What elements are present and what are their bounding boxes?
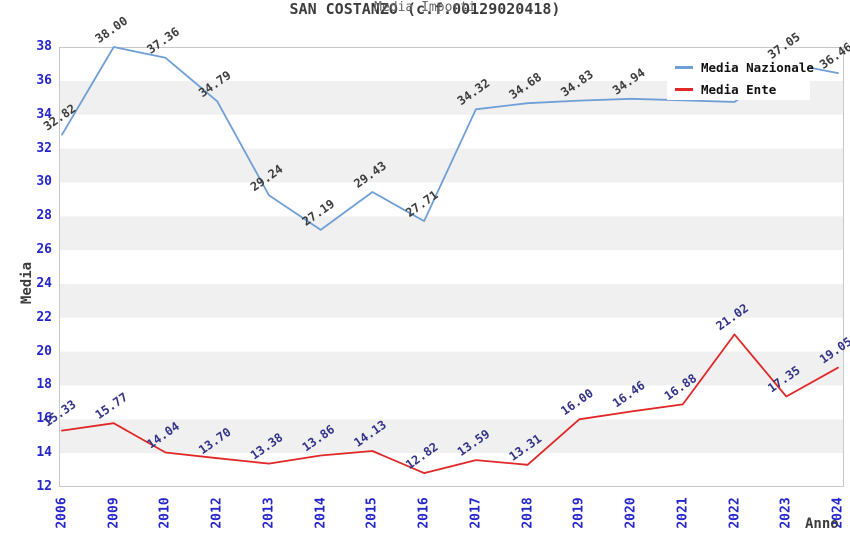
- plot-band: [59, 182, 844, 217]
- x-tick-label-2020: 2020: [623, 497, 639, 529]
- chart-title: SAN COSTANZO (c.f.00129020418): [289, 0, 561, 18]
- x-tick-label-2016: 2016: [416, 497, 432, 529]
- data-label-media-nazionale: 38.00: [93, 14, 131, 46]
- plot-band: [59, 351, 844, 386]
- y-tick-label: 14: [36, 445, 52, 461]
- series-line-media-nazionale: [61, 46, 839, 231]
- x-axis-title: Anno: [805, 516, 839, 532]
- y-tick-label: 36: [36, 72, 52, 88]
- x-tick-label-2021: 2021: [675, 497, 691, 529]
- x-tick-label-2017: 2017: [468, 497, 484, 529]
- plot-band: [59, 216, 844, 251]
- legend-item-media-nazionale: Media Nazionale: [675, 60, 814, 75]
- plot-band: [59, 453, 844, 487]
- plot-band: [59, 419, 844, 454]
- x-tick-label-2006: 2006: [54, 497, 70, 529]
- series-line-media-ente: [61, 333, 839, 475]
- y-tick-label: 18: [36, 377, 52, 393]
- legend-item-media-ente: Media Ente: [675, 82, 810, 97]
- chart-subtitle: Media Importi: [374, 0, 476, 15]
- legend-swatch-icon: [675, 65, 693, 69]
- y-tick-label: 30: [36, 174, 52, 190]
- x-tick-label-2015: 2015: [364, 497, 380, 529]
- x-tick-label-2023: 2023: [778, 497, 794, 529]
- x-tick-label-2013: 2013: [261, 497, 277, 529]
- y-tick-label: 16: [36, 411, 52, 427]
- y-tick-label: 26: [36, 242, 52, 258]
- y-tick-label: 20: [36, 343, 52, 359]
- x-tick-label-2022: 2022: [727, 497, 743, 529]
- y-tick-label: 38: [36, 39, 52, 54]
- plot-band: [59, 385, 844, 420]
- legend: Media Nazionale Media Ente: [667, 56, 814, 100]
- plot-band: [59, 114, 844, 149]
- plot-border: [59, 47, 844, 487]
- plot-band: [59, 148, 844, 183]
- legend-label: Media Nazionale: [701, 59, 814, 75]
- y-tick-label: 12: [36, 479, 52, 494]
- plot-band: [59, 317, 844, 352]
- plot-band: [59, 283, 844, 318]
- x-tick-label-2018: 2018: [520, 497, 536, 529]
- legend-label: Media Ente: [701, 81, 777, 97]
- y-tick-label: 28: [36, 208, 52, 224]
- legend-swatch-icon: [675, 87, 693, 91]
- y-tick-label: 22: [36, 309, 52, 325]
- y-tick-label: 32: [36, 140, 52, 156]
- x-tick-label-2010: 2010: [157, 497, 173, 529]
- plot-area: [59, 46, 844, 487]
- x-tick-label-2014: 2014: [313, 497, 329, 529]
- x-tick-label-2012: 2012: [209, 497, 225, 529]
- x-tick-label-2009: 2009: [106, 497, 122, 529]
- y-tick-label: 24: [36, 275, 52, 291]
- y-tick-label: 34: [36, 106, 52, 122]
- plot-band: [59, 250, 844, 284]
- x-tick-label-2019: 2019: [571, 497, 587, 529]
